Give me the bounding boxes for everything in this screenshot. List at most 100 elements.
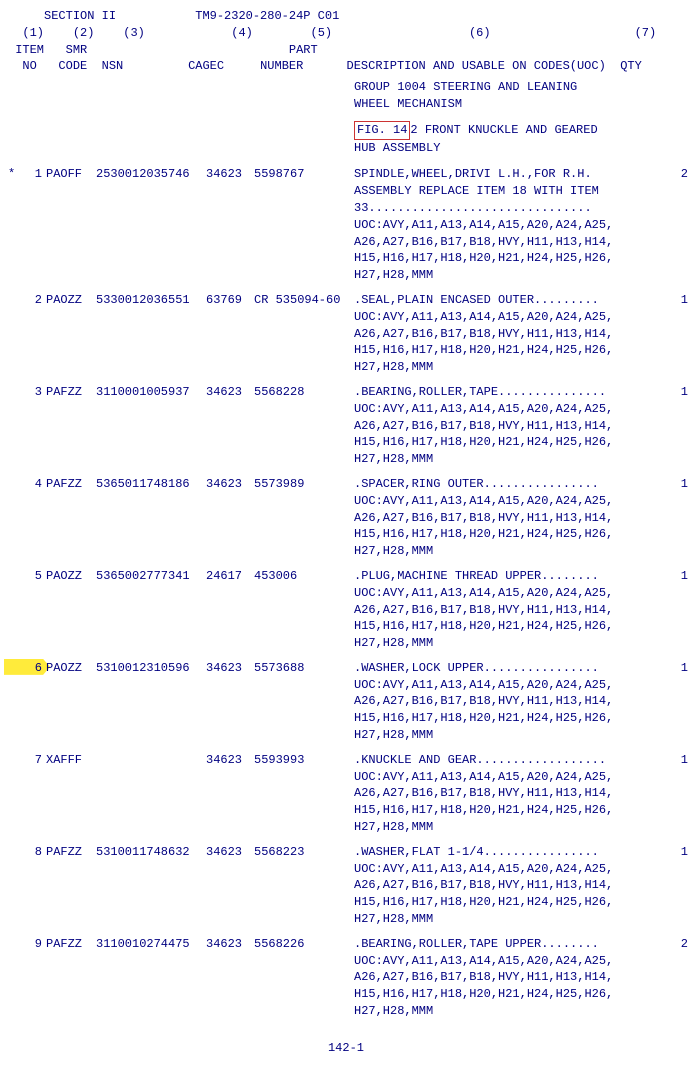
nsn: 5310011748632 [96, 844, 206, 861]
description: .WASHER,LOCK UPPER................UOC:AV… [354, 660, 658, 744]
uoc-line: H27,H28,MMM [354, 451, 654, 468]
smr-code: PAFZZ [42, 384, 96, 401]
qty: 1 [658, 292, 688, 309]
uoc-line: H27,H28,MMM [354, 1003, 654, 1020]
item-no: 4 [22, 476, 42, 493]
nsn: 2530012035746 [96, 166, 206, 183]
uoc-line: UOC:AVY,A11,A13,A14,A15,A20,A24,A25, [354, 585, 654, 602]
item-no: 8 [22, 844, 42, 861]
uoc-line: A26,A27,B16,B17,B18,HVY,H11,H13,H14, [354, 602, 654, 619]
item-no: 1 [22, 166, 42, 183]
smr-code: PAFZZ [42, 844, 96, 861]
table-row: 4PAFZZ5365011748186346235573989.SPACER,R… [8, 476, 684, 560]
part-number: 453006 [254, 568, 354, 585]
qty: 1 [658, 660, 688, 677]
uoc-line: H15,H16,H17,H18,H20,H21,H24,H25,H26, [354, 250, 654, 267]
group-header: GROUP 1004 STEERING AND LEANING WHEEL ME… [354, 79, 684, 113]
cagec: 34623 [206, 384, 254, 401]
uoc-line: A26,A27,B16,B17,B18,HVY,H11,H13,H14, [354, 969, 654, 986]
uoc-line: H15,H16,H17,H18,H20,H21,H24,H25,H26, [354, 526, 654, 543]
table-row: 6PAOZZ5310012310596346235573688.WASHER,L… [8, 660, 684, 744]
qty: 1 [658, 752, 688, 769]
item-no: 5 [22, 568, 42, 585]
group-line-1: GROUP 1004 STEERING AND LEANING [354, 79, 684, 96]
description: .PLUG,MACHINE THREAD UPPER........UOC:AV… [354, 568, 658, 652]
table-row: *1PAOFF2530012035746346235598767SPINDLE,… [8, 166, 684, 284]
uoc-line: A26,A27,B16,B17,B18,HVY,H11,H13,H14, [354, 785, 654, 802]
group-line-2: WHEEL MECHANISM [354, 96, 684, 113]
cagec: 34623 [206, 166, 254, 183]
figure-rest: 2 FRONT KNUCKLE AND GEARED [410, 123, 597, 137]
nsn: 5310012310596 [96, 660, 206, 677]
uoc-line: UOC:AVY,A11,A13,A14,A15,A20,A24,A25, [354, 217, 654, 234]
uoc-line: H15,H16,H17,H18,H20,H21,H24,H25,H26, [354, 894, 654, 911]
part-number: CR 535094-60 [254, 292, 354, 309]
header-line-1: SECTION II TM9-2320-280-24P C01 [8, 8, 684, 25]
uoc-line: H27,H28,MMM [354, 819, 654, 836]
uoc-line: H27,H28,MMM [354, 267, 654, 284]
table-row: 5PAOZZ536500277734124617453006.PLUG,MACH… [8, 568, 684, 652]
part-number: 5568228 [254, 384, 354, 401]
description: .SPACER,RING OUTER................UOC:AV… [354, 476, 658, 560]
uoc-line: UOC:AVY,A11,A13,A14,A15,A20,A24,A25, [354, 401, 654, 418]
uoc-line: H27,H28,MMM [354, 635, 654, 652]
uoc-line: A26,A27,B16,B17,B18,HVY,H11,H13,H14, [354, 326, 654, 343]
uoc-line: H27,H28,MMM [354, 727, 654, 744]
item-no: 6 [22, 660, 42, 677]
nsn: 5365002777341 [96, 568, 206, 585]
description: .SEAL,PLAIN ENCASED OUTER.........UOC:AV… [354, 292, 658, 376]
uoc-line: UOC:AVY,A11,A13,A14,A15,A20,A24,A25, [354, 953, 654, 970]
part-number: 5568223 [254, 844, 354, 861]
qty: 1 [658, 568, 688, 585]
uoc-line: H15,H16,H17,H18,H20,H21,H24,H25,H26, [354, 802, 654, 819]
header-line-2: (1) (2) (3) (4) (5) (6) (7) [8, 25, 684, 42]
smr-code: PAOZZ [42, 292, 96, 309]
qty: 2 [658, 166, 688, 183]
nsn: 5330012036551 [96, 292, 206, 309]
part-number: 5573989 [254, 476, 354, 493]
uoc-line: A26,A27,B16,B17,B18,HVY,H11,H13,H14, [354, 418, 654, 435]
cagec: 24617 [206, 568, 254, 585]
qty: 2 [658, 936, 688, 953]
description: .BEARING,ROLLER,TAPE UPPER........UOC:AV… [354, 936, 658, 1020]
item-no: 2 [22, 292, 42, 309]
uoc-line: A26,A27,B16,B17,B18,HVY,H11,H13,H14, [354, 510, 654, 527]
table-row: 9PAFZZ3110010274475346235568226.BEARING,… [8, 936, 684, 1020]
cagec: 34623 [206, 476, 254, 493]
header-line-4: NO CODE NSN CAGEC NUMBER DESCRIPTION AND… [8, 58, 684, 75]
qty: 1 [658, 384, 688, 401]
uoc-line: A26,A27,B16,B17,B18,HVY,H11,H13,H14, [354, 234, 654, 251]
table-row: 8PAFZZ5310011748632346235568223.WASHER,F… [8, 844, 684, 928]
uoc-line: H15,H16,H17,H18,H20,H21,H24,H25,H26, [354, 618, 654, 635]
smr-code: PAOFF [42, 166, 96, 183]
smr-code: PAFZZ [42, 936, 96, 953]
smr-code: PAOZZ [42, 660, 96, 677]
description: .WASHER,FLAT 1-1/4................UOC:AV… [354, 844, 658, 928]
uoc-line: A26,A27,B16,B17,B18,HVY,H11,H13,H14, [354, 877, 654, 894]
cagec: 63769 [206, 292, 254, 309]
uoc-line: H27,H28,MMM [354, 911, 654, 928]
table-row: 3PAFZZ3110001005937346235568228.BEARING,… [8, 384, 684, 468]
cagec: 34623 [206, 844, 254, 861]
uoc-line: H15,H16,H17,H18,H20,H21,H24,H25,H26, [354, 342, 654, 359]
part-number: 5593993 [254, 752, 354, 769]
uoc-line: UOC:AVY,A11,A13,A14,A15,A20,A24,A25, [354, 309, 654, 326]
table-row: 2PAOZZ533001203655163769CR 535094-60.SEA… [8, 292, 684, 376]
item-no: 7 [22, 752, 42, 769]
smr-code: XAFFF [42, 752, 96, 769]
uoc-line: H27,H28,MMM [354, 543, 654, 560]
qty: 1 [658, 844, 688, 861]
uoc-line: A26,A27,B16,B17,B18,HVY,H11,H13,H14, [354, 693, 654, 710]
item-no: 3 [22, 384, 42, 401]
nsn: 3110010274475 [96, 936, 206, 953]
figure-line-2: HUB ASSEMBLY [354, 140, 684, 157]
uoc-line: H27,H28,MMM [354, 359, 654, 376]
page-number: 142-1 [8, 1040, 684, 1057]
smr-code: PAOZZ [42, 568, 96, 585]
uoc-line: UOC:AVY,A11,A13,A14,A15,A20,A24,A25, [354, 677, 654, 694]
header-line-3: ITEM SMR PART [8, 42, 684, 59]
nsn: 5365011748186 [96, 476, 206, 493]
smr-code: PAFZZ [42, 476, 96, 493]
cagec: 34623 [206, 660, 254, 677]
star-marker: * [8, 166, 22, 183]
